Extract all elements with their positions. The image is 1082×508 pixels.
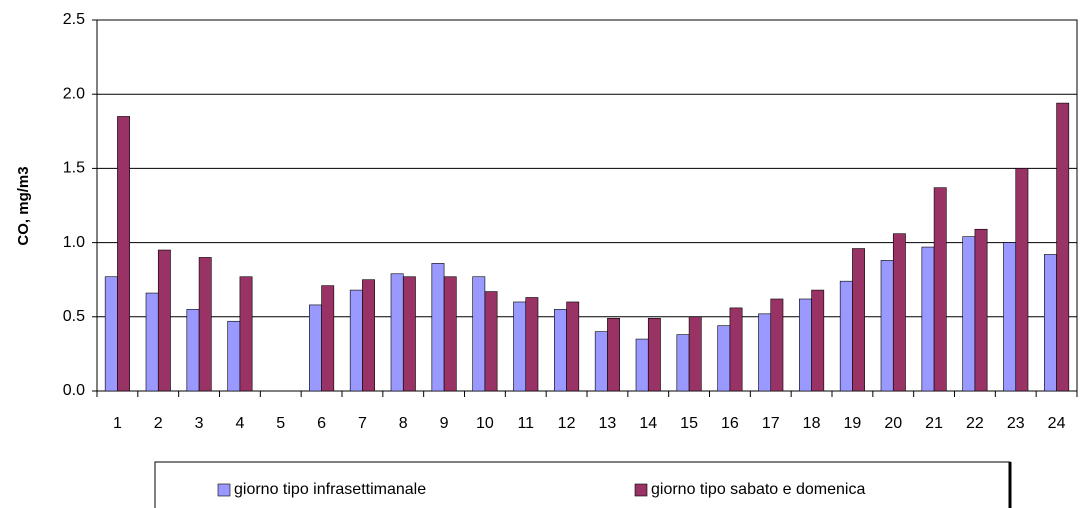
x-tick-label: 21 bbox=[925, 415, 943, 432]
x-tick-label: 16 bbox=[721, 415, 739, 432]
x-tick-label: 1 bbox=[113, 415, 122, 432]
legend-box bbox=[154, 461, 1011, 508]
x-tick-label: 5 bbox=[276, 415, 285, 432]
y-tick-label: 0.5 bbox=[63, 308, 85, 325]
x-tick-label: 8 bbox=[399, 415, 408, 432]
y-axis-label: CO, mg/m3 bbox=[15, 166, 32, 245]
bar bbox=[145, 292, 159, 392]
legend-swatch bbox=[217, 483, 231, 497]
x-tick-label: 23 bbox=[1007, 415, 1025, 432]
x-tick-label: 3 bbox=[195, 415, 204, 432]
bar bbox=[839, 280, 853, 392]
bar bbox=[117, 116, 130, 392]
x-tick-label: 20 bbox=[884, 415, 902, 432]
bar bbox=[688, 316, 702, 392]
bar bbox=[554, 309, 567, 392]
bar bbox=[443, 276, 457, 392]
bar bbox=[104, 276, 118, 392]
legend-label: giorno tipo infrasettimanale bbox=[234, 481, 426, 498]
x-tick-label: 19 bbox=[844, 415, 862, 432]
bar bbox=[770, 298, 784, 392]
bar bbox=[227, 320, 241, 392]
bar bbox=[962, 236, 976, 392]
bar bbox=[484, 291, 498, 392]
bar bbox=[880, 260, 894, 392]
x-tick-label: 22 bbox=[966, 415, 984, 432]
bar bbox=[239, 276, 253, 392]
bar bbox=[566, 301, 580, 392]
bar bbox=[390, 273, 404, 392]
x-tick-label: 10 bbox=[476, 415, 494, 432]
legend-label: giorno tipo sabato e domenica bbox=[651, 481, 865, 498]
x-tick-label: 24 bbox=[1048, 415, 1066, 432]
bar bbox=[349, 289, 363, 392]
bar bbox=[1044, 254, 1057, 392]
bar bbox=[431, 263, 445, 392]
bar bbox=[607, 317, 620, 392]
x-tick-label: 18 bbox=[803, 415, 821, 432]
bar bbox=[729, 307, 743, 392]
bar bbox=[1003, 242, 1017, 392]
bar bbox=[472, 276, 486, 392]
bar bbox=[1015, 168, 1029, 392]
bar bbox=[186, 309, 200, 392]
legend-swatch bbox=[634, 483, 648, 497]
x-tick-label: 11 bbox=[517, 415, 534, 432]
y-tick-label: 2.5 bbox=[63, 11, 85, 28]
bar bbox=[974, 228, 988, 392]
bar bbox=[852, 248, 865, 392]
x-tick-label: 15 bbox=[680, 415, 698, 432]
bar bbox=[309, 304, 322, 392]
bar bbox=[513, 301, 527, 392]
bar bbox=[647, 317, 661, 392]
bar bbox=[362, 279, 375, 392]
x-tick-label: 4 bbox=[235, 415, 244, 432]
bar bbox=[811, 289, 825, 392]
y-tick-label: 1.0 bbox=[63, 234, 85, 251]
x-tick-label: 6 bbox=[317, 415, 326, 432]
bar bbox=[717, 325, 731, 392]
x-tick-label: 9 bbox=[440, 415, 449, 432]
x-tick-label: 17 bbox=[762, 415, 780, 432]
bar bbox=[676, 334, 690, 392]
bar bbox=[1056, 102, 1070, 392]
bar bbox=[157, 249, 171, 392]
x-tick-label: 14 bbox=[639, 415, 657, 432]
bar bbox=[198, 257, 212, 392]
bar bbox=[321, 285, 335, 392]
x-tick-label: 2 bbox=[154, 415, 163, 432]
bar bbox=[933, 187, 947, 392]
y-tick-label: 0.0 bbox=[63, 382, 85, 399]
y-tick-label: 2.0 bbox=[63, 85, 85, 102]
bar bbox=[525, 297, 539, 392]
bar bbox=[758, 313, 772, 392]
bar bbox=[635, 338, 649, 392]
x-tick-label: 12 bbox=[558, 415, 576, 432]
bar bbox=[402, 276, 416, 392]
x-tick-label: 7 bbox=[358, 415, 367, 432]
bar bbox=[799, 298, 812, 392]
bar bbox=[921, 246, 935, 392]
bar bbox=[892, 233, 906, 392]
x-tick-label: 13 bbox=[599, 415, 617, 432]
bar bbox=[594, 331, 608, 392]
y-tick-label: 1.5 bbox=[63, 160, 85, 177]
